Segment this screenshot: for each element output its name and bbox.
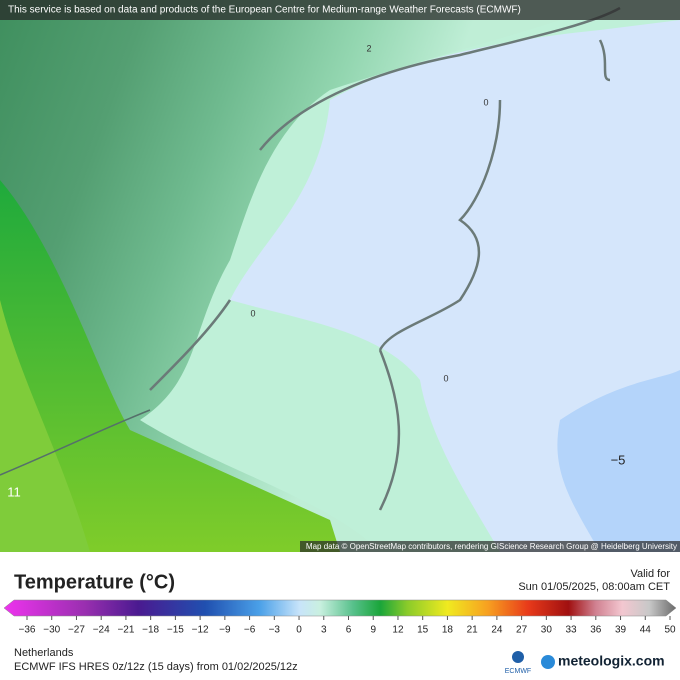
colorbar-label: 36 bbox=[590, 625, 602, 636]
colorbar-label: −15 bbox=[167, 625, 184, 636]
colorbar bbox=[3, 599, 677, 617]
colorbar-label: 0 bbox=[296, 625, 302, 636]
region: Netherlands bbox=[14, 647, 74, 659]
colorbar-label: 27 bbox=[516, 625, 528, 636]
colorbar-label: −6 bbox=[244, 625, 256, 636]
legend-title: Temperature (°C) bbox=[14, 571, 175, 593]
colorbar-label: 30 bbox=[541, 625, 553, 636]
colorbar-label: 39 bbox=[615, 625, 627, 636]
colorbar-label: −12 bbox=[192, 625, 209, 636]
colorbar-label: −24 bbox=[93, 625, 110, 636]
colorbar-label: 6 bbox=[346, 625, 352, 636]
colorbar-label: 21 bbox=[467, 625, 479, 636]
colorbar-label: 9 bbox=[370, 625, 376, 636]
contour-label: 0 bbox=[483, 97, 488, 107]
attribution: This service is based on data and produc… bbox=[8, 5, 521, 16]
contour-label: −5 bbox=[611, 452, 626, 467]
colorbar-label: −3 bbox=[269, 625, 281, 636]
brand[interactable]: meteologix.com bbox=[558, 653, 665, 669]
valid-label: Valid for bbox=[630, 568, 670, 580]
colorbar-label: 18 bbox=[442, 625, 454, 636]
contour-label: 2 bbox=[366, 43, 371, 53]
map: This service is based on data and produc… bbox=[0, 0, 680, 552]
ecmwf-logo: ECMWF bbox=[505, 668, 531, 675]
valid-time: Sun 01/05/2025, 08:00am CET bbox=[518, 581, 670, 593]
colorbar-label: 15 bbox=[417, 625, 429, 636]
map-credit: Map data © OpenStreetMap contributors, r… bbox=[306, 542, 677, 551]
border-belgium bbox=[0, 409, 151, 476]
model-info: ECMWF IFS HRES 0z/12z (15 days) from 01/… bbox=[14, 661, 298, 673]
land-colder bbox=[557, 370, 680, 552]
contour-label: 0 bbox=[443, 373, 448, 383]
colorbar-label: −27 bbox=[68, 625, 85, 636]
colorbar-label: −18 bbox=[142, 625, 159, 636]
colorbar-label: 33 bbox=[566, 625, 578, 636]
colorbar-label: 50 bbox=[664, 625, 676, 636]
contour-label: 11 bbox=[7, 484, 21, 499]
brand-icon bbox=[541, 655, 555, 669]
colorbar-label: −21 bbox=[117, 625, 134, 636]
colorbar-label: 12 bbox=[392, 625, 404, 636]
colorbar-label: −9 bbox=[219, 625, 231, 636]
colorbar-label: −36 bbox=[19, 625, 36, 636]
warm-core bbox=[0, 300, 90, 552]
warm-region bbox=[0, 180, 340, 552]
credit-bar bbox=[300, 541, 680, 552]
colorbar-label: 24 bbox=[491, 625, 503, 636]
colorbar-label: 44 bbox=[640, 625, 652, 636]
colorbar-label: −30 bbox=[43, 625, 60, 636]
colorbar-label: 3 bbox=[321, 625, 327, 636]
attribution-bar bbox=[0, 0, 680, 20]
borders bbox=[149, 6, 621, 511]
ecmwf-icon bbox=[512, 651, 524, 663]
contour-label: 0 bbox=[250, 308, 255, 318]
